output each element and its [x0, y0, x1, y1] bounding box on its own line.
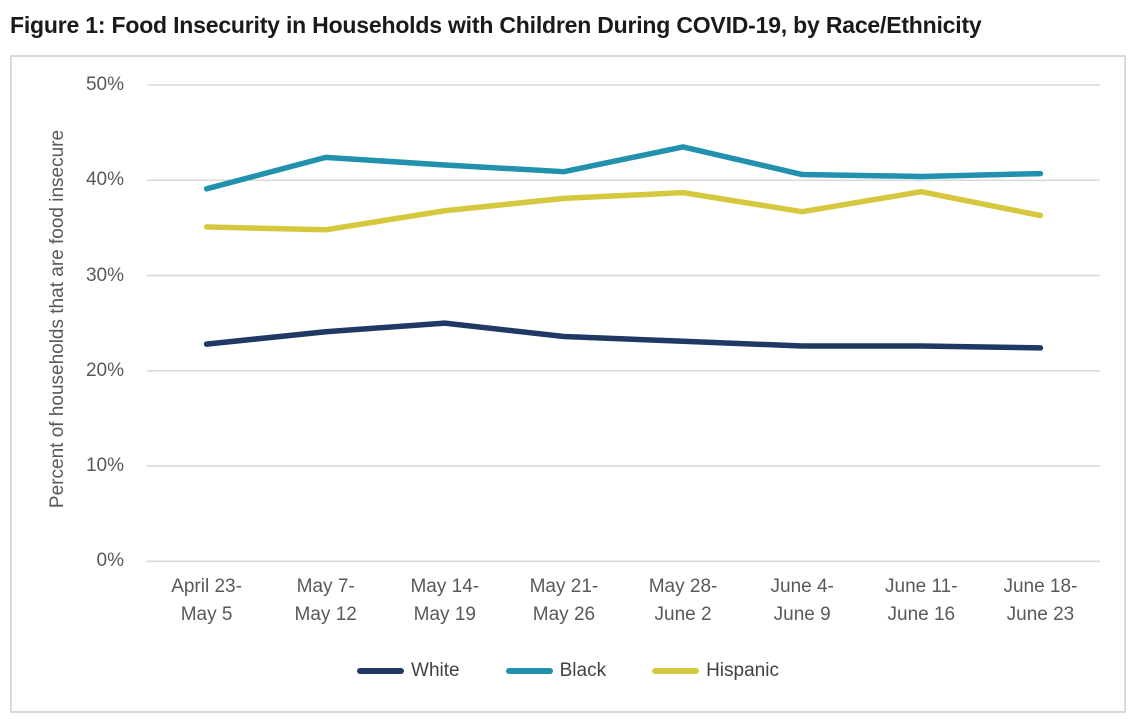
series-line-black: [203, 144, 1044, 192]
legend-line-swatch-icon: [652, 668, 700, 674]
legend-item-hispanic: Hispanic: [652, 660, 779, 682]
y-tick-label: 50%: [85, 74, 124, 95]
y-tick-label: 30%: [85, 264, 124, 286]
series-line-white: [203, 320, 1044, 351]
x-category-label: June 18- June 23: [1003, 576, 1078, 625]
x-category-label: May 21- May 26: [529, 576, 599, 625]
x-category-label: April 23- May 5: [171, 576, 242, 625]
y-tick-label: 40%: [85, 169, 124, 191]
x-category-label: May 7- May 12: [294, 576, 357, 625]
y-tick-label: 10%: [85, 455, 124, 477]
legend-line-swatch-icon: [357, 668, 405, 674]
chart-container: Percent of households that are food inse…: [10, 55, 1126, 713]
series-line-hispanic: [203, 188, 1044, 233]
x-category-label: May 28- June 2: [648, 576, 718, 625]
figure-title: Figure 1: Food Insecurity in Households …: [10, 12, 982, 38]
legend-label: White: [411, 660, 460, 681]
x-category-label: May 14- May 19: [410, 576, 480, 625]
x-category-label: June 4- June 9: [770, 576, 834, 625]
x-category-label: June 11- June 16: [885, 576, 958, 625]
legend-line-swatch-icon: [505, 668, 553, 674]
legend-label: Black: [559, 660, 607, 681]
chart-legend: White Black Hispanic: [12, 660, 1124, 682]
line-chart-svg: [147, 84, 1100, 563]
legend-item-white: White: [357, 660, 460, 682]
y-tick-label: 20%: [85, 359, 124, 381]
legend-label: Hispanic: [706, 660, 779, 681]
y-tick-label: 0%: [96, 550, 124, 572]
legend-item-black: Black: [505, 660, 607, 682]
